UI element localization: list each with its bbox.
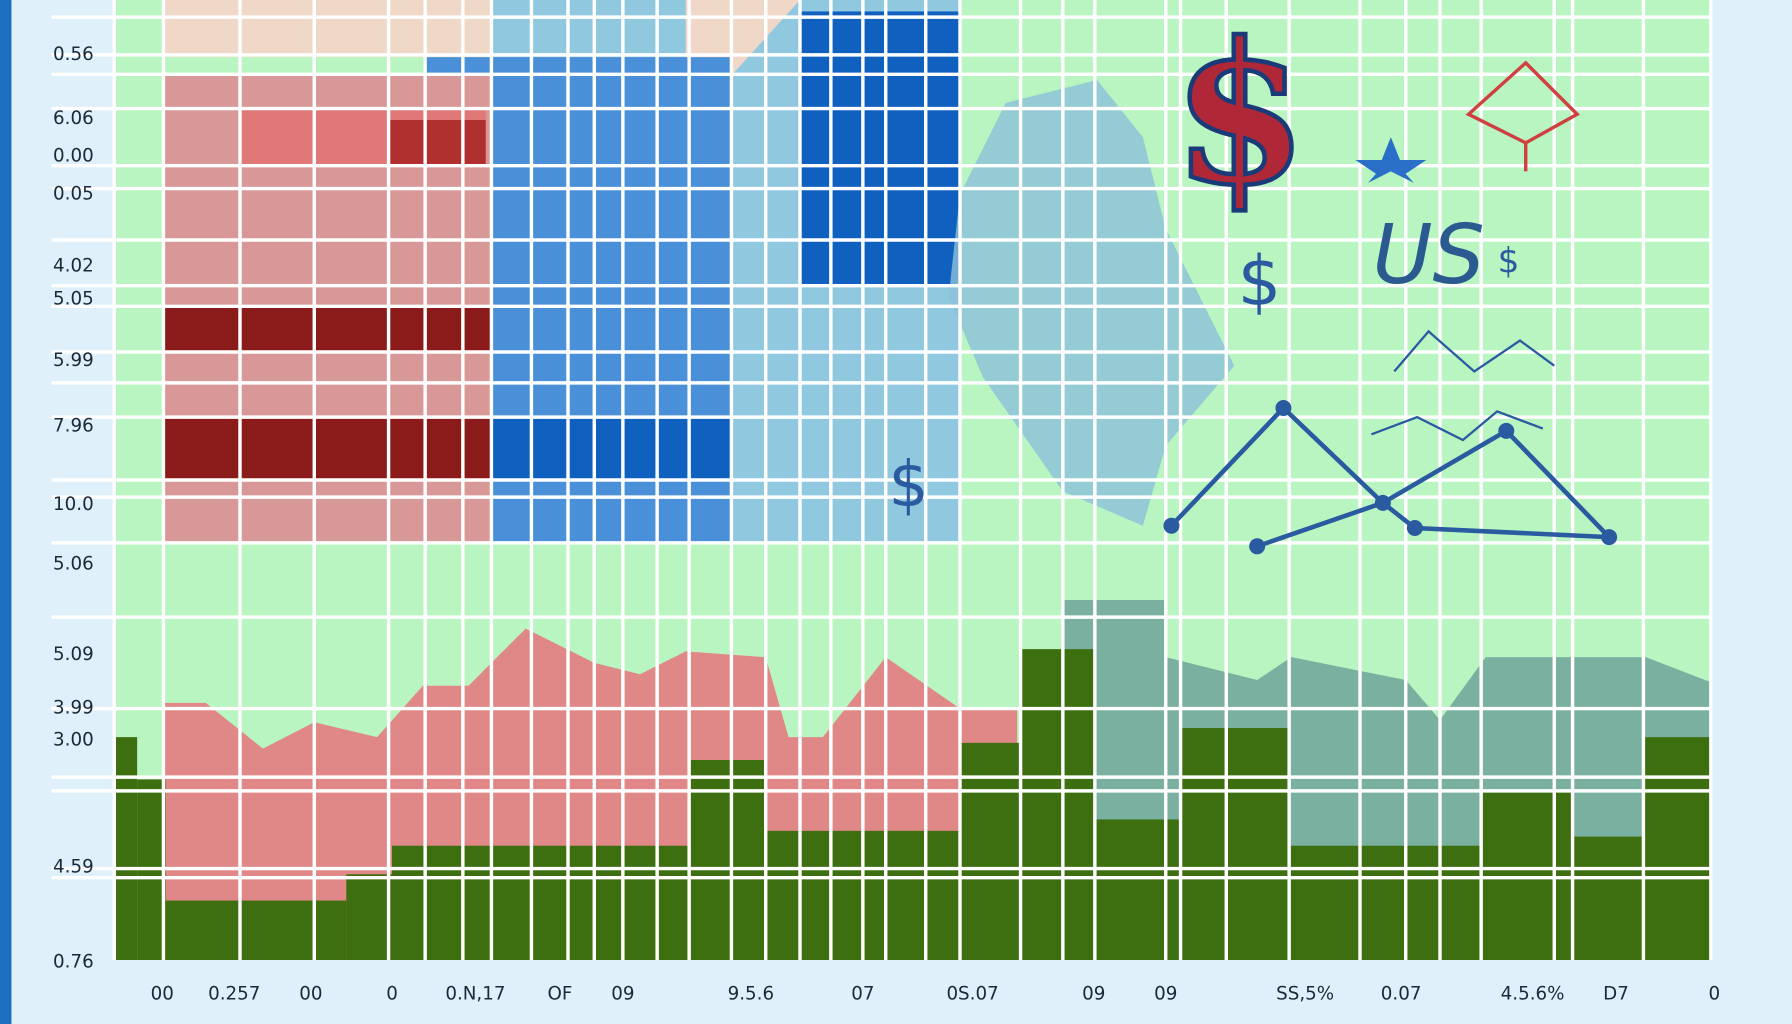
top-blocks [163,0,960,543]
left-label: 0.56 [53,44,94,65]
point [1601,529,1618,546]
bar [1020,649,1095,960]
bottom-label: 0.07 [1381,983,1422,1004]
bottom-label: 0 [386,983,398,1004]
bar [346,874,392,960]
bottom-label: SS,5% [1276,983,1334,1004]
bottom-label: 00 [151,983,174,1004]
bottom-label: 0.N,17 [445,983,505,1004]
bar [114,737,138,960]
left-label: 0.05 [53,183,94,204]
block [163,306,492,352]
bottom-label: 0 [1708,983,1720,1004]
bar [1094,819,1181,960]
point [1406,520,1423,536]
block [800,11,960,286]
bar [1180,728,1290,960]
bottom-label: 4.5.6% [1501,983,1565,1004]
bottom-label: OF [548,983,573,1004]
block [491,417,732,480]
left-label: 4.02 [53,255,94,276]
line [1371,410,1544,442]
left-label: 5.05 [53,288,94,309]
point [1498,422,1515,439]
star [1355,137,1427,183]
point [1163,517,1180,534]
left-label: 3.00 [53,730,94,751]
block [388,120,486,166]
point [1275,400,1292,416]
left-label: 5.09 [53,644,94,665]
left-labels: 0.56 6.06 0.00 0.05 4.02 5.05 5.99 7.96 10.0 5.06… [53,44,94,972]
bar [1643,737,1711,960]
left-label: 7.96 [53,415,94,436]
grid [51,0,1713,960]
point [1249,538,1266,555]
bottom-label: 09 [1082,983,1105,1004]
line [1256,500,1610,549]
dollar-sign: $ [1238,242,1282,322]
left-label: 4.59 [53,856,94,877]
point [1374,494,1391,511]
bottom-labels: 00 0.257 00 0 0.N,17 OF 09 9.5.6 07 0S.07 09 09 SS,5… [151,983,1720,1004]
bottom-label: 09 [1154,983,1177,1004]
bottom-label: 0.257 [208,983,260,1004]
bar [392,845,690,960]
line [1393,329,1555,373]
left-label: 5.06 [53,554,94,575]
bar [1572,836,1644,960]
left-bar [0,0,12,1024]
bottom-label: 07 [851,983,874,1004]
emblem [1465,60,1580,172]
bar [689,760,766,960]
left-label: 10.0 [53,494,94,515]
bottom-label: 09 [611,983,634,1004]
left-label: 0.76 [53,951,94,972]
dollar-sign: $ [1498,241,1520,281]
left-label: 5.99 [53,350,94,371]
bottom-label: 9.5.6 [728,983,774,1004]
us-text: US [1372,208,1484,303]
block [163,417,492,480]
left-label: 3.99 [53,698,94,719]
dollar-sign: $ [889,448,929,521]
left-label: 0.00 [53,146,94,167]
bottom-label: 0S.07 [946,983,998,1004]
bottom-label: 00 [299,983,322,1004]
bar [163,900,347,960]
dollar-sign: $ [1172,0,1307,228]
left-label: 6.06 [53,108,94,129]
bottom-label: D7 [1603,983,1629,1004]
bar [960,742,1023,960]
bar [1289,845,1482,960]
